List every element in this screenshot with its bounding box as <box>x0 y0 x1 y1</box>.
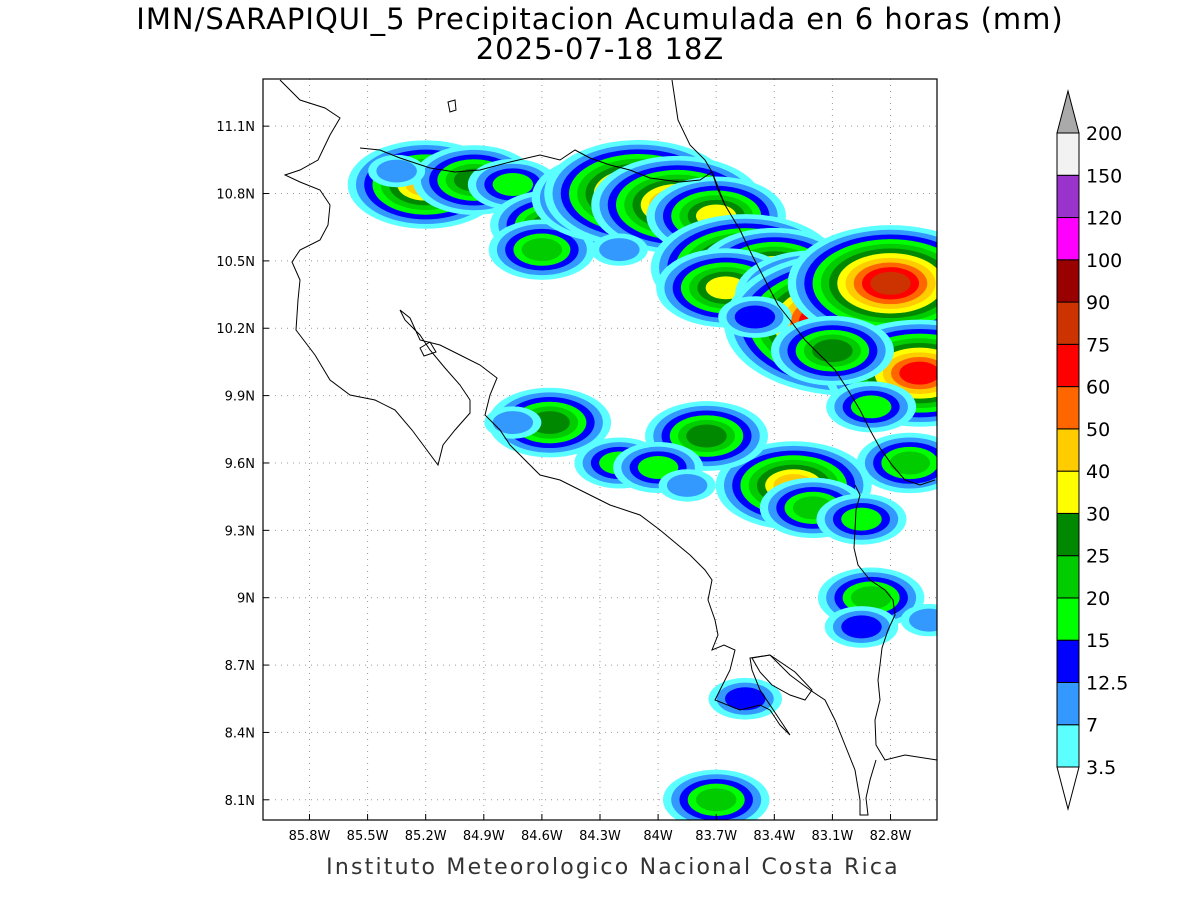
map-title: IMN/SARAPIQUI_5 Precipitacion Acumulada … <box>136 2 1064 36</box>
precip-contour <box>599 238 640 262</box>
y-tick-label: 8.1N <box>225 794 255 809</box>
x-tick-label: 83.4W <box>753 829 795 844</box>
footer-credit: Instituto Meteorologico Nacional Costa R… <box>326 855 900 880</box>
x-tick-label: 85.5W <box>347 829 389 844</box>
caribbean-coast <box>671 79 936 486</box>
colorbar-swatch <box>1056 639 1080 683</box>
precip-contour <box>695 788 737 812</box>
colorbar-over-arrow <box>1056 89 1080 134</box>
colorbar-label: 7 <box>1086 715 1098 737</box>
nicaragua-border <box>359 147 726 206</box>
colorbar-swatch <box>1056 597 1080 641</box>
precip-contour <box>850 586 892 610</box>
precip-contour <box>492 173 534 197</box>
precip-field <box>347 139 937 820</box>
colorbar-swatch <box>1056 681 1080 726</box>
colorbar-label: 90 <box>1086 292 1110 314</box>
x-tick-label: 82.8W <box>870 829 912 844</box>
colorbar-swatch <box>1056 259 1080 303</box>
pacific-coastline <box>279 79 877 816</box>
precip-contour <box>889 451 931 475</box>
colorbar-label: 100 <box>1086 250 1122 272</box>
precip-contour <box>870 271 911 295</box>
y-tick-label: 9N <box>237 592 255 607</box>
colorbar-swatch <box>1056 386 1080 430</box>
colorbar-label: 60 <box>1086 377 1110 399</box>
colorbar-swatch <box>1056 428 1080 472</box>
colorbar-label: 30 <box>1086 503 1110 525</box>
colorbar-label: 150 <box>1086 165 1122 187</box>
gulf-island <box>419 341 437 357</box>
colorbar-label: 40 <box>1086 461 1110 483</box>
y-tick-label: 8.4N <box>225 726 255 741</box>
colorbar-label: 25 <box>1086 546 1110 568</box>
osa-peninsula <box>751 654 813 701</box>
precip-contour <box>909 608 937 632</box>
precip-contour <box>841 507 882 531</box>
colorbar-swatch <box>1056 343 1080 388</box>
x-tick-label: 84W <box>643 829 673 844</box>
colorbar-swatch <box>1056 470 1080 514</box>
y-tick-label: 8.7N <box>225 659 255 674</box>
x-tick-label: 84.6W <box>521 829 563 844</box>
colorbar-label: 200 <box>1086 123 1122 145</box>
precip-contour <box>812 339 853 363</box>
x-tick-label: 83.7W <box>695 829 737 844</box>
y-tick-label: 11.1N <box>216 120 255 135</box>
colorbar-label: 50 <box>1086 419 1110 441</box>
precip-contour <box>686 424 727 448</box>
precip-contour <box>376 159 417 183</box>
panama-border <box>853 484 937 761</box>
colorbar-under-arrow <box>1056 766 1080 811</box>
lake-island <box>447 99 457 113</box>
colorbar-label: 15 <box>1086 630 1110 652</box>
colorbar-label: 3.5 <box>1086 757 1116 779</box>
map-timestamp: 2025-07-18 18Z <box>475 32 725 66</box>
coastline <box>279 79 937 816</box>
colorbar: 3.5 7 12.5 15 20 25 30 40 50 60 75 90 100 120 150 200 <box>1056 89 1128 811</box>
colorbar-swatch <box>1056 301 1080 345</box>
colorbar-swatch <box>1056 174 1080 219</box>
y-tick-label: 9.9N <box>225 390 255 405</box>
precip-contour <box>637 455 679 479</box>
y-tick-label: 10.8N <box>216 188 255 203</box>
precip-contour <box>734 305 776 329</box>
x-tick-label: 85.2W <box>405 829 447 844</box>
y-tick-label: 10.2N <box>216 322 255 337</box>
colorbar-swatch <box>1056 217 1080 261</box>
x-tick-label: 85.8W <box>289 829 331 844</box>
precip-contour <box>899 361 937 385</box>
colorbar-label: 20 <box>1086 588 1110 610</box>
precip-contour <box>492 411 534 435</box>
x-tick-label: 83.1W <box>812 829 854 844</box>
colorbar-label: 12.5 <box>1086 672 1128 694</box>
colorbar-swatch <box>1056 724 1080 768</box>
colorbar-swatch <box>1056 512 1080 557</box>
precip-contour <box>521 238 563 262</box>
colorbar-label: 120 <box>1086 208 1122 230</box>
axis-ticks: 85.8W 85.5W 85.2W 84.9W 84.6W 84.3W 84W 83.7W 83… <box>216 120 911 844</box>
y-tick-label: 10.5N <box>216 255 255 270</box>
x-tick-label: 84.9W <box>463 829 505 844</box>
y-tick-label: 9.3N <box>225 524 255 539</box>
precip-contour <box>725 687 766 711</box>
colorbar-label: 75 <box>1086 334 1110 356</box>
precip-contour <box>850 395 892 419</box>
y-tick-label: 9.6N <box>225 457 255 472</box>
colorbar-swatch <box>1056 132 1080 176</box>
precip-contour <box>529 411 570 435</box>
x-tick-label: 84.3W <box>579 829 621 844</box>
precip-contour <box>841 615 882 639</box>
precip-contour <box>666 473 708 497</box>
colorbar-swatch <box>1056 555 1080 599</box>
